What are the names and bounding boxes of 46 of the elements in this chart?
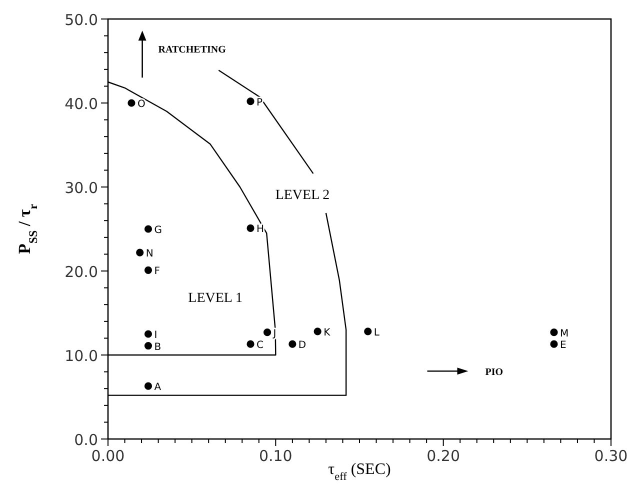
point xyxy=(246,340,254,348)
y-tick-label: 10.0 xyxy=(64,347,98,365)
data-label: F xyxy=(154,266,160,278)
x-tick-label: 0.10 xyxy=(258,447,292,465)
data-label: M xyxy=(560,328,569,340)
point xyxy=(550,328,558,336)
data-label: J xyxy=(272,328,276,340)
data-label: C xyxy=(256,340,264,352)
point xyxy=(128,99,136,107)
y-tick-label: 40.0 xyxy=(64,95,98,113)
data-label: H xyxy=(256,224,264,236)
data-label: E xyxy=(560,340,566,352)
data-label: N xyxy=(146,248,154,260)
y-tick-label: 30.0 xyxy=(64,179,98,197)
point xyxy=(144,330,152,338)
x-tick-label: 0.20 xyxy=(426,447,460,465)
x-axis-title: τ$_{eff}$ (SEC) xyxy=(328,461,391,483)
data-label: G xyxy=(154,225,162,236)
y-tick-label: 0.0 xyxy=(74,431,98,449)
data-label: L xyxy=(374,327,380,338)
y-tick-label: 20.0 xyxy=(64,263,98,281)
point xyxy=(263,328,272,336)
data-label: B xyxy=(154,342,162,353)
point xyxy=(550,340,558,348)
annotation: LEVEL 2 xyxy=(275,188,330,203)
point xyxy=(144,266,152,274)
annotation: LEVEL 1 xyxy=(188,291,242,306)
point xyxy=(288,340,296,348)
data-label: O xyxy=(137,99,146,110)
data-label: I xyxy=(154,330,158,341)
x-tick-label: 0.30 xyxy=(594,447,627,465)
point xyxy=(364,328,372,336)
point xyxy=(144,382,152,390)
point xyxy=(136,248,144,256)
data-label: D xyxy=(298,340,306,352)
y-tick-label: 50.0 xyxy=(64,11,98,29)
x-tick-label: 0.00 xyxy=(91,447,125,465)
point xyxy=(246,224,254,232)
data-label: K xyxy=(324,327,331,338)
annotation: RATCHETING xyxy=(158,44,226,56)
data-label: A xyxy=(154,382,162,394)
point xyxy=(314,328,322,336)
annotation: PIO xyxy=(485,367,504,378)
point xyxy=(144,225,152,233)
point xyxy=(144,342,152,350)
point xyxy=(246,98,254,106)
